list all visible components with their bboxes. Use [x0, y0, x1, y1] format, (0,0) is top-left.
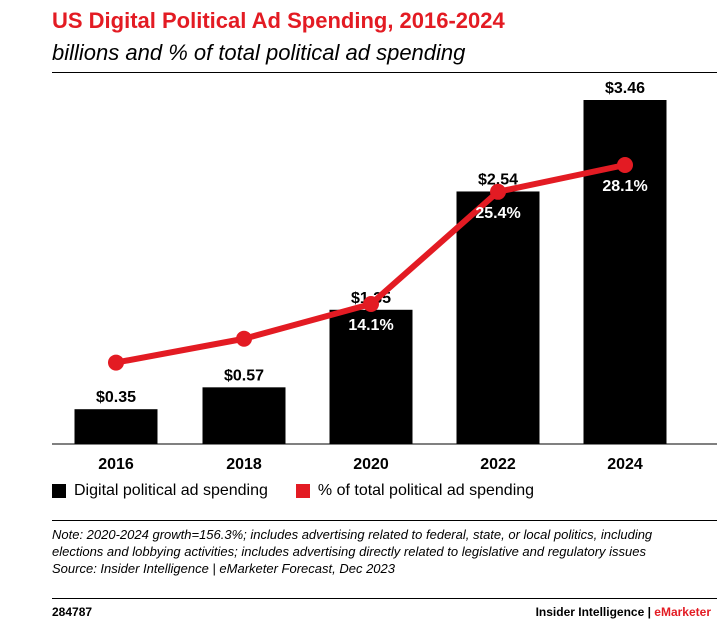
note-text: Note: 2020-2024 growth=156.3%; includes … [52, 527, 653, 559]
source-text: Source: Insider Intelligence | eMarketer… [52, 561, 395, 576]
legend-item-spending: Digital political ad spending [52, 482, 268, 500]
chart-plot: $0.35$0.57$1.35$2.54$3.46201620182020202… [52, 80, 717, 473]
bar-value-label-2016: $0.35 [96, 389, 136, 406]
bar-value-label-2018: $0.57 [224, 367, 264, 384]
x-tick-label-2018: 2018 [226, 456, 262, 473]
x-tick-label-2022: 2022 [480, 456, 516, 473]
share-point-2018 [236, 330, 252, 347]
bar-2016 [74, 409, 158, 444]
footer-divider [52, 598, 717, 599]
chart-title: US Digital Political Ad Spending, 2016-2… [52, 8, 505, 33]
bar-value-label-2024: $3.46 [605, 80, 645, 97]
x-tick-label-2016: 2016 [98, 456, 134, 473]
share-label-2022: 25.4% [475, 205, 520, 222]
bar-2020 [329, 309, 413, 444]
brand-right: eMarketer [654, 605, 711, 619]
x-tick-label-2020: 2020 [353, 456, 389, 473]
bar-value-label-2022: $2.54 [478, 171, 518, 188]
legend-swatch-line [295, 484, 310, 498]
share-point-2024 [617, 157, 633, 173]
legend-swatch-bar [52, 484, 66, 498]
notes-divider [52, 520, 717, 521]
bar-2018 [202, 387, 286, 444]
bar-2022 [456, 191, 540, 444]
legend-label-spending: Digital political ad spending [74, 482, 268, 499]
chart-id: 284787 [52, 605, 93, 619]
share-point-2016 [108, 354, 124, 371]
legend-item-share: % of total political ad spending [295, 482, 535, 500]
share-label-2016: 8.2% [98, 376, 134, 393]
x-tick-label-2024: 2024 [607, 456, 643, 473]
chart-subtitle: billions and % of total political ad spe… [52, 40, 466, 65]
brand-left: Insider Intelligence | [535, 605, 655, 619]
brand-credit: Insider Intelligence | eMarketer [536, 605, 711, 619]
share-label-2018: 10.6% [221, 352, 266, 369]
header-divider [52, 72, 717, 73]
share-point-2022 [490, 183, 506, 200]
chart-notes: Note: 2020-2024 growth=156.3%; includes … [52, 526, 692, 577]
bar-2024 [583, 100, 667, 444]
share-label-2020: 14.1% [348, 317, 393, 334]
share-point-2020 [363, 296, 379, 313]
share-label-2024: 28.1% [602, 178, 647, 195]
legend-label-share: % of total political ad spending [317, 482, 535, 499]
chart-legend: Digital political ad spending % of total… [52, 482, 562, 500]
